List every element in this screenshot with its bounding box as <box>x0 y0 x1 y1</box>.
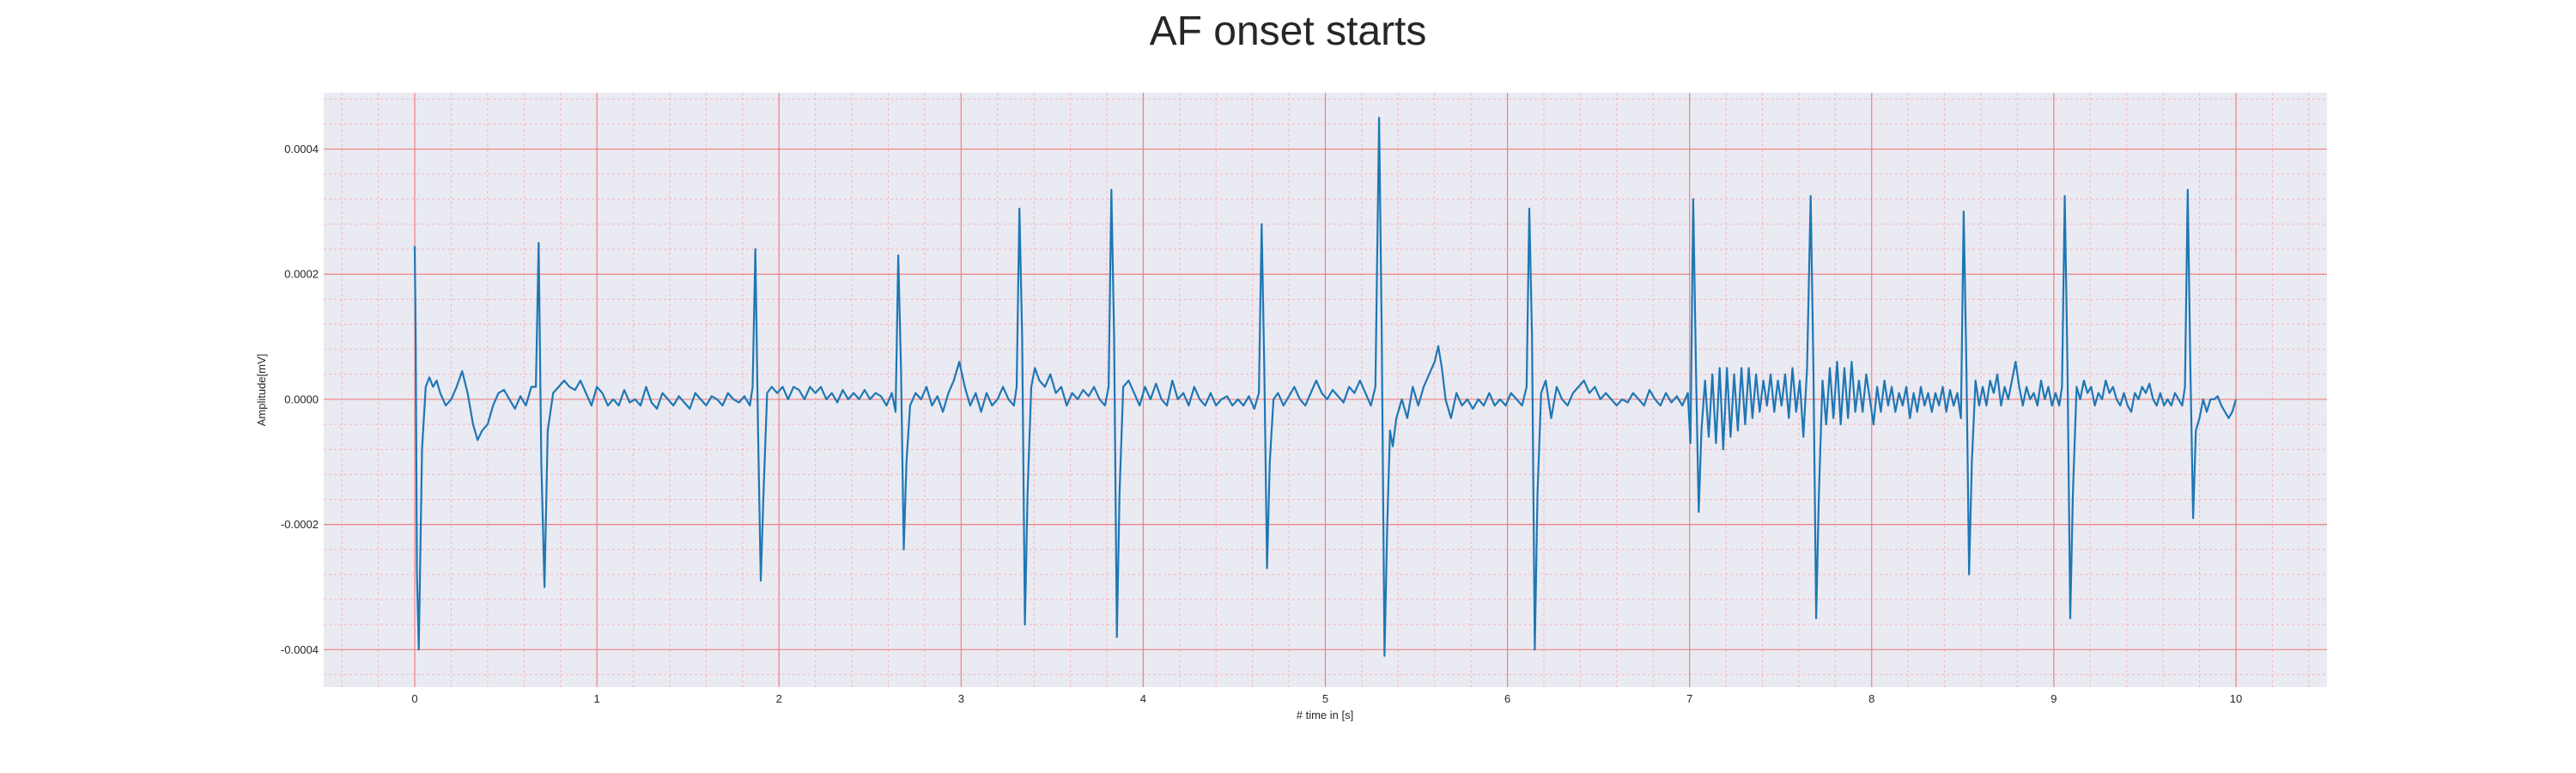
x-axis-label: # time in [s] <box>1297 709 1353 721</box>
y-axis-label: Amplitude[mV] <box>255 354 268 427</box>
data-line-series <box>413 117 2238 657</box>
x-tick-label: 1 <box>594 692 600 705</box>
series-line <box>413 117 2238 657</box>
y-tick-label: 0.0002 <box>284 268 319 281</box>
x-tick-label: 10 <box>2230 692 2242 705</box>
y-tick-label: -0.0002 <box>281 518 319 531</box>
x-tick-label: 0 <box>411 692 417 705</box>
x-tick-label: 4 <box>1140 692 1146 705</box>
x-tick-label: 3 <box>958 692 964 705</box>
x-tick-label: 9 <box>2050 692 2057 705</box>
x-tick-label: 6 <box>1504 692 1510 705</box>
x-tick-label: 8 <box>1868 692 1874 705</box>
major-gridlines <box>324 93 2327 687</box>
y-tick-label: 0.0004 <box>284 143 319 155</box>
y-tick-label: -0.0004 <box>281 643 319 656</box>
y-tick-label: 0.0000 <box>284 393 319 405</box>
y-tick-labels: -0.0004 -0.0002 0.0000 0.0002 0.0004 <box>281 143 319 656</box>
chart-title: AF onset starts <box>1150 9 1427 54</box>
x-tick-label: 5 <box>1322 692 1328 705</box>
x-tick-label: 2 <box>776 692 782 705</box>
x-tick-labels: 0 1 2 3 4 5 6 7 8 9 10 <box>411 692 2242 705</box>
x-tick-label: 7 <box>1686 692 1692 705</box>
